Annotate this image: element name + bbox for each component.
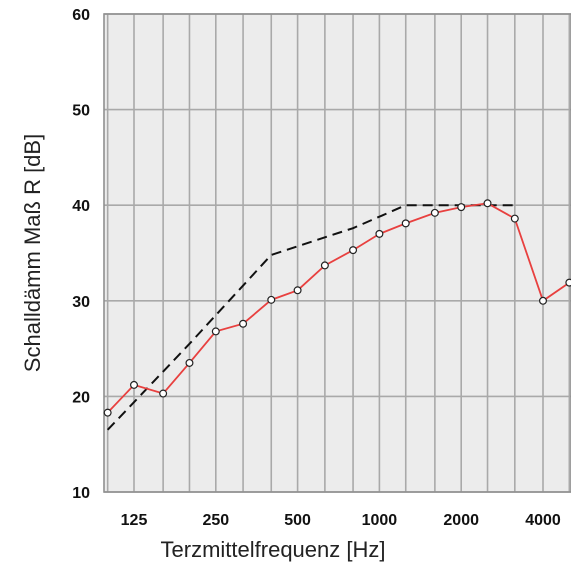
y-axis-label: Schalldämm Maß R [dB] xyxy=(20,134,45,372)
data-point xyxy=(185,358,194,367)
y-tick-label: 40 xyxy=(72,198,90,215)
y-tick-label: 10 xyxy=(72,485,90,502)
y-tick-label: 30 xyxy=(72,294,90,311)
y-tick-label: 20 xyxy=(72,389,90,406)
data-point xyxy=(239,319,248,328)
measured-curve xyxy=(107,202,570,414)
data-point xyxy=(510,214,519,223)
plot-border xyxy=(103,13,571,493)
plot-area xyxy=(104,14,571,492)
data-point xyxy=(457,203,466,212)
series-layer xyxy=(103,199,571,431)
data-point xyxy=(401,219,410,228)
data-point xyxy=(267,295,276,304)
y-tick-label: 50 xyxy=(72,103,90,120)
x-tick-label: 250 xyxy=(202,512,229,529)
data-point xyxy=(375,229,384,238)
data-point xyxy=(430,208,439,217)
data-point xyxy=(293,286,302,295)
x-tick-label: 500 xyxy=(284,512,311,529)
x-tick-label: 2000 xyxy=(443,512,479,529)
reference-curve xyxy=(106,204,515,431)
data-point xyxy=(130,380,139,389)
data-point xyxy=(483,199,492,208)
data-point xyxy=(349,246,358,255)
data-point xyxy=(103,408,112,417)
data-point xyxy=(320,261,329,270)
x-tick-label: 4000 xyxy=(525,512,561,529)
y-tick-label: 60 xyxy=(72,7,90,24)
x-axis-label: Terzmittelfrequenz [Hz] xyxy=(161,537,386,562)
data-point xyxy=(565,278,571,287)
data-point xyxy=(538,296,547,305)
x-tick-label: 125 xyxy=(121,512,148,529)
x-tick-label: 1000 xyxy=(362,512,398,529)
data-point xyxy=(211,327,220,336)
tick-labels: 10 20 30 40 50 60 125 250 500 1000 2000 4000 xyxy=(72,7,561,529)
data-point xyxy=(159,389,168,398)
